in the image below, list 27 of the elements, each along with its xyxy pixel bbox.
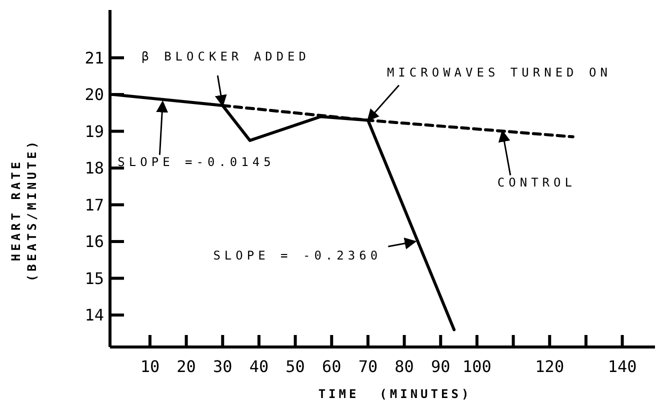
y-tick-label: 21 <box>84 48 104 68</box>
annotation: SLOPE = -0.2360 <box>213 248 382 263</box>
x-tick-label: 80 <box>394 357 414 376</box>
y-tick-label: 17 <box>84 195 104 214</box>
x-tick-label: 60 <box>322 357 342 376</box>
x-tick-label: 120 <box>535 357 564 376</box>
x-tick-label: 20 <box>176 357 196 376</box>
y-tick-label: 19 <box>84 122 104 141</box>
annotation: SLOPE =-0.0145 <box>118 154 275 169</box>
annotation: CONTROL <box>497 175 576 190</box>
y-tick-label: 14 <box>84 306 104 325</box>
x-tick-label: 50 <box>286 357 305 376</box>
x-tick-label: 30 <box>213 357 232 376</box>
y-axis-title: HEART RATE (BEATS/MINUTE) <box>9 138 39 282</box>
y-tick-label: 20 <box>84 85 104 104</box>
y-tick-label: 18 <box>84 158 104 178</box>
x-tick-label: 100 <box>462 357 492 376</box>
x-tick-label: 70 <box>358 357 378 376</box>
annotation: MICROWAVES TURNED ON <box>386 65 612 80</box>
annotation: β BLOCKER ADDED <box>142 50 310 64</box>
x-axis-title: TIME (MINUTES) <box>318 387 472 401</box>
x-tick-label: 140 <box>608 357 637 376</box>
y-tick-label: 16 <box>84 232 104 252</box>
x-tick-label: 10 <box>140 357 160 376</box>
x-tick-label: 90 <box>431 357 450 376</box>
x-tick-label: 40 <box>249 357 269 376</box>
y-tick-label: 15 <box>84 268 104 288</box>
